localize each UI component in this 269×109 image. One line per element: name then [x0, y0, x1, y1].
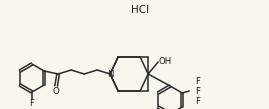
Text: OH: OH: [158, 56, 172, 66]
Text: F: F: [195, 87, 200, 95]
Text: F: F: [30, 99, 34, 107]
Text: N: N: [107, 70, 113, 79]
Text: O: O: [52, 87, 59, 95]
Text: F: F: [195, 77, 200, 85]
Text: F: F: [195, 96, 200, 106]
Text: HCl: HCl: [131, 5, 149, 15]
